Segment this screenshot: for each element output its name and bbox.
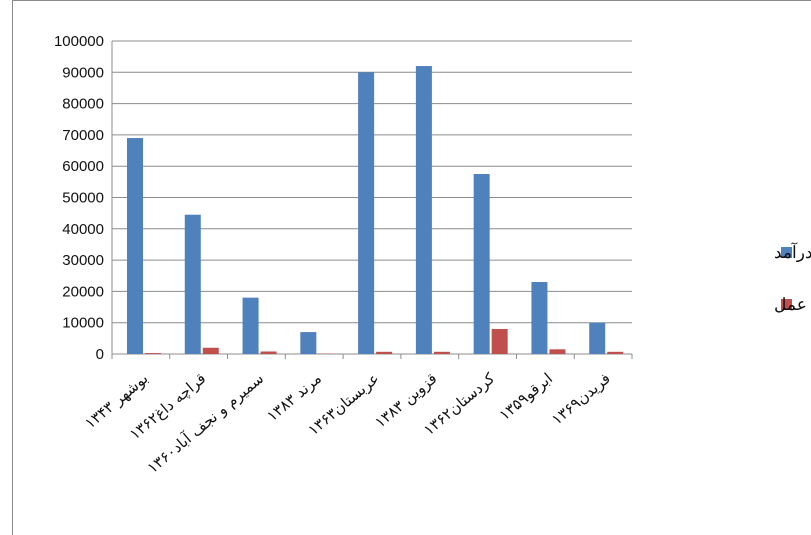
bar (127, 138, 143, 354)
legend-swatch (781, 247, 792, 258)
x-tick-label: فریدن۱۳۶۹ (548, 369, 614, 428)
chart-frame (12, 0, 811, 535)
bar (145, 353, 161, 354)
y-tick-label: 20000 (62, 283, 104, 300)
bar (589, 322, 606, 354)
bar (358, 72, 375, 355)
bar (531, 282, 548, 354)
y-tick-label: 0 (96, 346, 104, 363)
y-tick-label: 50000 (62, 190, 104, 207)
y-tick-label: 30000 (62, 252, 104, 269)
legend-label: کل درآمد (774, 241, 811, 263)
bar (202, 347, 219, 354)
bar (260, 351, 277, 354)
legend-label: تفاوت عمل (774, 295, 811, 315)
y-tick-label: 10000 (62, 315, 104, 332)
bar (433, 351, 450, 354)
y-tick-label: 60000 (62, 158, 104, 175)
y-tick-label: 100000 (54, 33, 104, 50)
bar (415, 66, 432, 354)
y-tick-label: 90000 (62, 64, 104, 81)
y-tick-label: 70000 (62, 127, 104, 144)
bar (184, 214, 201, 354)
bar (549, 349, 566, 354)
bar (300, 332, 317, 354)
bar (242, 297, 259, 354)
y-tick-label: 40000 (62, 221, 104, 238)
bar (491, 328, 508, 354)
legend-swatch (781, 299, 792, 310)
y-tick-label: 80000 (62, 96, 104, 113)
bar (376, 351, 393, 354)
bar (607, 351, 624, 354)
bar (473, 174, 490, 354)
x-tick-label: ابرقو۱۳۵۹ (496, 369, 556, 424)
